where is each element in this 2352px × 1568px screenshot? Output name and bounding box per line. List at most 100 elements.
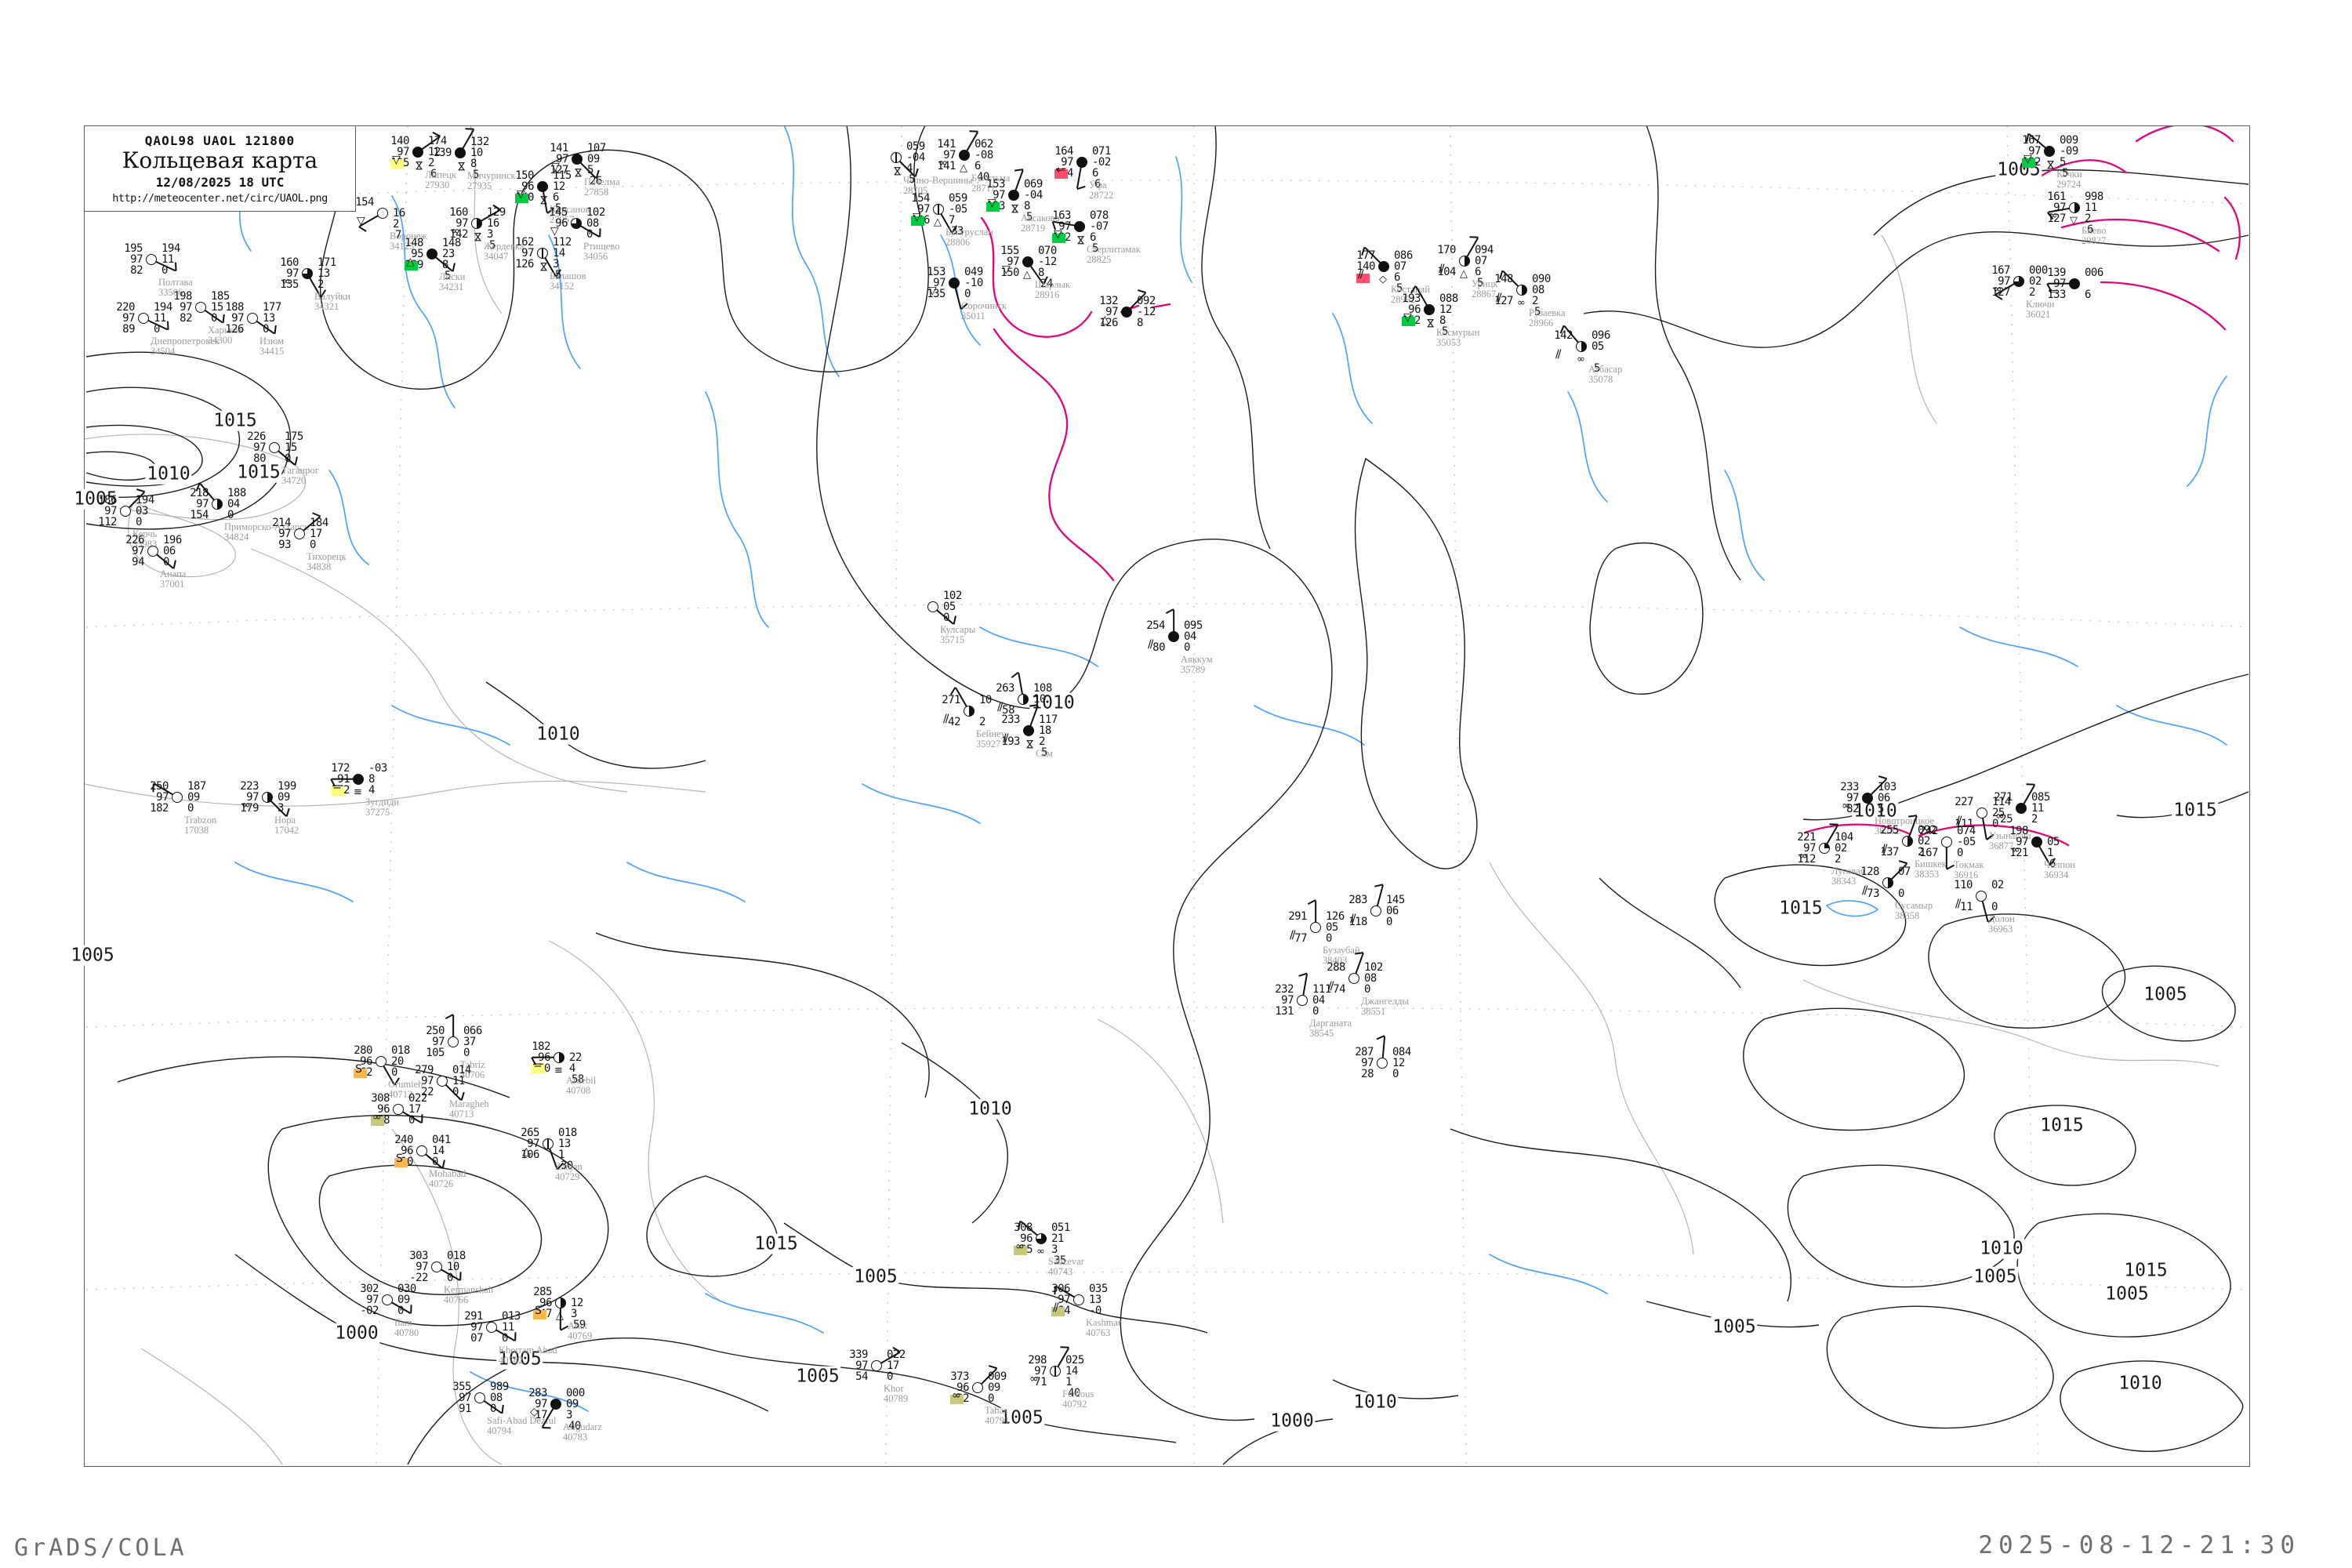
cloud-cover-circle-icon [1121,307,1132,318]
station-tendency: 11 [452,1075,465,1087]
station-pressure: 070 [1038,245,1057,257]
station-dewpoint: 97 [2016,836,2028,848]
river [1724,470,1765,581]
present-weather-icon: // [1439,263,1445,275]
cloud-cover-circle-icon [172,792,183,803]
present-weather-icon: ∞ [281,275,291,288]
present-weather-icon: ∞ [1995,810,2005,822]
station-visibility: 54 [855,1370,868,1383]
station-tendency: 12 [428,146,441,158]
station-group-value: 0 [136,516,142,528]
isobar [2016,1213,2231,1338]
station-name-id: Ardebil 40708 [566,1075,597,1096]
present-weather-icon: ▽ [1054,228,1062,241]
station-name-id: Tabriz 40706 [460,1059,485,1080]
border-line [391,1128,503,1465]
station-dewpoint: 97 [231,312,244,325]
station-name-id: Луговая 38343 [1831,866,1865,887]
station-tendency: 11 [2085,201,2097,214]
station-temperature: 283 [528,1387,547,1399]
station-dewpoint: 97 [933,277,946,289]
isobar [1583,231,2249,348]
isobar [752,126,929,372]
station-temperature: 283 [1348,894,1367,906]
station-group-value: 5 [2060,156,2066,169]
cloud-type-icon: ⋈ [537,261,550,272]
station-pressure: 07 [1898,866,1911,878]
station-tendency: 08 [490,1392,503,1404]
isobar-value-label: 1005 [998,1407,1045,1428]
cloud-type-icon: △ [960,162,967,174]
border-line [1489,862,1694,1255]
station-pressure: 02 [1991,879,2004,891]
front [1803,823,1911,836]
station-group-value: 2 [393,218,399,230]
isobar-value-label: 1010 [1352,1392,1399,1413]
station-temperature: 186 [98,494,117,506]
cloud-cover-circle-icon [972,1382,983,1393]
station-group-value: 1 [1065,1376,1072,1388]
phenomenon-marker [515,194,528,203]
station-name-id: Харьков 34300 [208,325,243,346]
cloud-cover-circle-icon [269,442,280,453]
cloud-cover-circle-icon [120,506,131,517]
station-name-id: Стерлитамак 28825 [1087,244,1141,265]
station-pressure: 041 [432,1134,451,1146]
isobar [2060,1360,2244,1452]
phenomenon-marker [1356,274,1370,283]
isobar [595,932,930,1098]
station-temperature: 170 [1437,244,1456,256]
cloud-cover-circle-icon [1310,922,1321,933]
station-temperature: 303 [409,1250,428,1262]
cloud-cover-circle-icon [138,313,149,324]
station-group-value: 6 [553,191,559,204]
station-name-id: Бишкек 38353 [1915,858,1947,880]
station-group-value-2: 58 [572,1073,584,1086]
cloud-type-icon: ⋈ [471,231,484,242]
station-temperature: 150 [515,169,534,182]
station-temperature: 233 [1001,713,1020,726]
station-tendency: 09 [278,791,290,804]
station-tendency: 06 [163,545,176,557]
present-weather-icon: ∞ [938,157,948,169]
station-dewpoint: 97 [246,791,259,804]
station-dewpoint: 140 [1356,260,1375,273]
station-visibility: 94 [132,556,144,568]
isobar [2101,965,2236,1042]
present-weather-icon: S [535,1305,542,1317]
isobar [1743,1007,1965,1131]
cloud-cover-circle-icon [891,152,902,163]
cloud-cover-circle-icon [537,181,548,192]
station-visibility: 42 [948,716,960,728]
cloud-cover-circle-icon [1976,891,1987,902]
station-visibility: 179 [240,802,259,815]
present-weather-icon: ∞ [1842,800,1851,812]
station-temperature: 298 [1028,1354,1047,1367]
station-dewpoint: 96 [360,1055,372,1068]
station-dewpoint: 97 [253,441,266,454]
station-group-value: 3 [278,802,284,815]
isobar-value-label: 1015 [2038,1115,2085,1136]
station-visibility: 71 [1034,1376,1047,1388]
isobar [1826,1305,2054,1429]
station-name-id: Балашов 34152 [550,270,586,292]
river [548,234,581,369]
station-temperature: 339 [849,1348,868,1361]
phenomenon-marker [911,216,924,226]
station-name-id: Ferdous 40792 [1062,1388,1094,1410]
isobar-value-label: 1010 [1852,800,1899,822]
station-group-value: 6 [2085,289,2091,301]
station-temperature: 302 [360,1283,379,1295]
station-dewpoint: 97 [993,189,1005,201]
station-dewpoint: 97 [943,149,956,162]
cloud-cover-circle-icon [455,147,466,158]
station-pressure: 025 [1065,1354,1084,1367]
station-group-value: 0 [1312,1005,1319,1018]
station-tendency: 17 [310,528,322,540]
station-tendency: 13 [318,267,330,280]
cloud-cover-circle-icon [1459,256,1470,267]
station-tendency: 18 [1039,724,1051,737]
station-pressure: 114 [1992,796,2011,808]
station-dewpoint: 97 [397,146,409,158]
station-pressure: 117 [1039,713,1058,726]
